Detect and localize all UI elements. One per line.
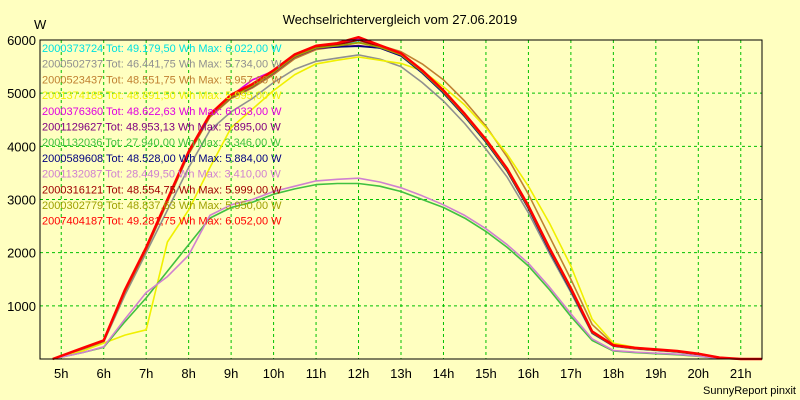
footer-credit: SunnyReport pinxit <box>703 385 796 397</box>
series-lines <box>52 35 762 361</box>
x-tick-label: 8h <box>181 366 195 381</box>
x-tick-label: 20h <box>687 366 709 381</box>
legend-entry: 2000376360 Tot: 48.622,63 Wh Max: 6.033,… <box>42 106 282 118</box>
x-tick-label: 11h <box>306 366 327 381</box>
y-tick-label: 4000 <box>7 139 36 154</box>
y-axis-label: W <box>34 17 47 32</box>
y-tick-label: 2000 <box>7 246 36 261</box>
x-tick-label: 15h <box>475 366 497 381</box>
x-tick-label: 13h <box>390 366 412 381</box>
y-tick-label: 5000 <box>7 86 36 101</box>
legend-entry: 2000502737 Tot: 46.441,75 Wh Max: 5.734,… <box>42 59 282 71</box>
legend: 2000373724 Tot: 49.179,50 Wh Max: 6.022,… <box>42 43 282 228</box>
y-tick-label: 3000 <box>7 193 36 208</box>
legend-entry: 2000302779 Tot: 48.837,63 Wh Max: 5.950,… <box>42 200 282 212</box>
legend-entry: 2000589608 Tot: 48.528,00 Wh Max: 5.884,… <box>42 153 282 165</box>
legend-entry: 2001129627 Tot: 48.953,13 Wh Max: 5.895,… <box>42 122 281 134</box>
x-tick-label: 9h <box>224 366 238 381</box>
legend-entry: 2001132087 Tot: 28.449,50 Wh Max: 3.410,… <box>42 169 281 181</box>
x-tick-labels: 5h 6h 7h 8h 9h 10h 11h 12h 13h 14h 15h 16h 17h 18h 19h… <box>54 366 752 381</box>
x-tick-label: 10h <box>263 366 285 381</box>
y-tick-label: 1000 <box>7 299 36 314</box>
chart-title: Wechselrichtervergleich vom 27.06.2019 <box>283 12 518 27</box>
legend-entry: 2000316121 Tot: 48.554,75 Wh Max: 5.999,… <box>42 184 282 196</box>
y-tick-labels: 1000 2000 3000 4000 5000 6000 <box>7 33 36 314</box>
x-tick-label: 16h <box>518 366 540 381</box>
x-tick-label: 14h <box>433 366 455 381</box>
series-line-8 <box>52 177 762 360</box>
x-tick-label: 6h <box>96 366 110 381</box>
x-tick-label: 19h <box>645 366 667 381</box>
x-tick-label: 21h <box>730 366 752 381</box>
x-tick-label: 12h <box>348 366 370 381</box>
series-line-11 <box>52 35 762 361</box>
y-tick-label: 6000 <box>7 33 36 48</box>
x-tick-label: 7h <box>139 366 153 381</box>
legend-entry: 2001132036 Tot: 27.940,00 Wh Max: 3.346,… <box>42 137 281 149</box>
x-tick-label: 18h <box>603 366 625 381</box>
x-tick-label: 5h <box>54 366 68 381</box>
plot-frame <box>39 39 763 360</box>
legend-entry: 2007404187 Tot: 49.281,75 Wh Max: 6.052,… <box>42 216 282 228</box>
legend-entry: 2000523437 Tot: 48.551,75 Wh Max: 5.957,… <box>42 74 282 86</box>
legend-entry: 2001374185 Tot: 48.891,50 Wh Max: 5.995,… <box>42 90 282 102</box>
x-tick-label: 17h <box>560 366 582 381</box>
legend-entry: 2000373724 Tot: 49.179,50 Wh Max: 6.022,… <box>42 43 282 55</box>
